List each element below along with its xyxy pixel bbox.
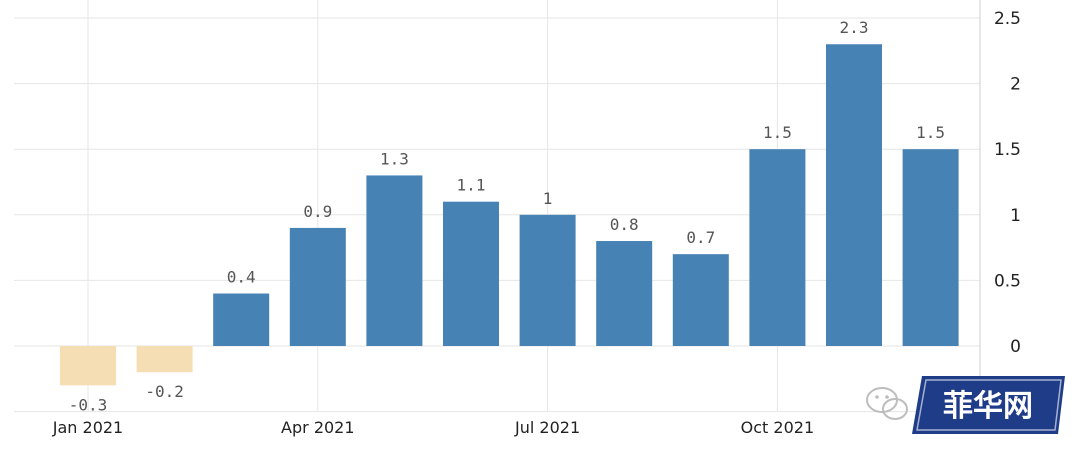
data-label: 1.5 [763, 123, 792, 142]
bar [443, 201, 499, 346]
bar [596, 241, 653, 346]
data-label: 1.5 [916, 123, 945, 142]
x-tick-label: Apr 2021 [281, 418, 354, 437]
bar [136, 346, 193, 373]
bar [289, 227, 346, 346]
bar-series [60, 44, 959, 386]
y-axis-ticks: 2.5 2 1.5 1 0.5 0 [994, 9, 1021, 357]
bar [366, 175, 423, 346]
y-tick-label: 2.5 [994, 9, 1021, 29]
data-label: 2.3 [840, 18, 869, 37]
watermark-badge: 菲华网 [912, 376, 1065, 434]
x-axis-ticks: Jan 2021 Apr 2021 Jul 2021 Oct 2021 [52, 418, 814, 437]
data-labels: -0.3 -0.2 0.4 0.9 1.3 1.1 1 0.8 0.7 1.5 2.3 1.5 [69, 18, 945, 414]
y-tick-label: 0 [1010, 337, 1021, 357]
bar [749, 149, 806, 346]
wechat-icon [866, 387, 908, 420]
bar [826, 44, 882, 347]
data-label: 1 [543, 189, 553, 208]
y-tick-label: 1 [1010, 206, 1021, 226]
data-label: 1.1 [457, 176, 486, 195]
x-tick-label: Jul 2021 [514, 418, 580, 437]
y-tick-label: 2 [1010, 75, 1021, 95]
data-label: -0.2 [145, 382, 184, 401]
data-label: 0.7 [686, 228, 715, 247]
x-tick-label: Jan 2021 [52, 418, 123, 437]
data-label: 0.9 [303, 202, 332, 221]
watermark: 菲华网 [866, 376, 1065, 434]
bar [902, 149, 959, 346]
data-label: -0.3 [69, 395, 108, 414]
watermark-text: 菲华网 [943, 389, 1033, 424]
x-tick-label: Oct 2021 [741, 418, 814, 437]
y-tick-label: 0.5 [994, 271, 1021, 291]
data-label: 0.4 [227, 268, 256, 287]
data-label: 1.3 [380, 149, 409, 168]
bar [519, 214, 576, 346]
bar [213, 293, 270, 346]
y-tick-label: 1.5 [994, 140, 1021, 160]
bar [672, 254, 729, 346]
data-label: 0.8 [610, 215, 639, 234]
bar [60, 346, 116, 386]
